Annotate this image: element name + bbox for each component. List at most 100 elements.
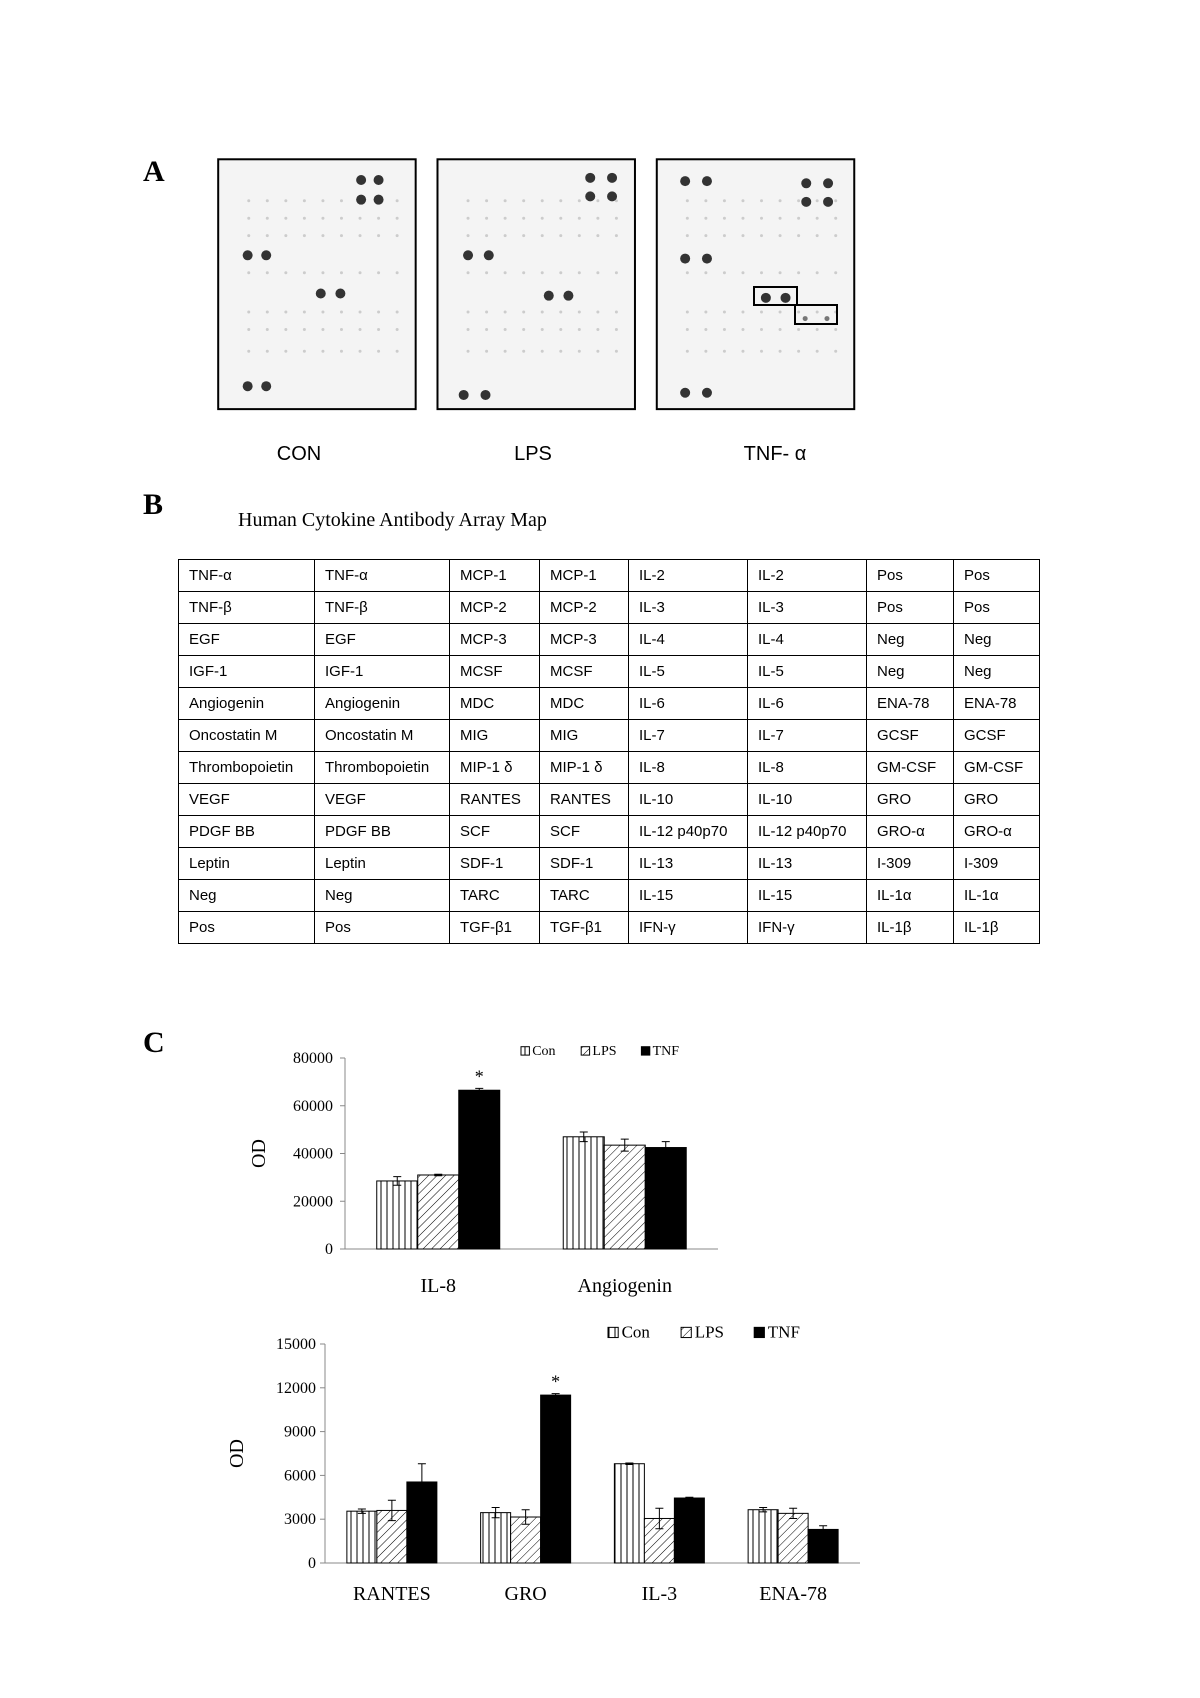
table-cell: MCSF <box>449 655 540 688</box>
faint-spot <box>778 271 782 275</box>
y-tick-label: 9000 <box>284 1424 316 1441</box>
table-cell: RANTES <box>449 783 540 816</box>
faint-spot <box>685 349 689 353</box>
table-cell: Neg <box>314 879 450 912</box>
faint-spot <box>540 216 544 220</box>
table-cell: IL-8 <box>747 751 867 784</box>
legend-label: Con <box>622 1323 651 1342</box>
faint-spot <box>284 216 288 220</box>
spot <box>356 194 367 205</box>
highlight-box <box>794 304 838 325</box>
table-cell: IL-7 <box>628 719 748 752</box>
faint-spot <box>559 310 563 314</box>
faint-spot <box>377 327 381 331</box>
table-cell: EGF <box>314 623 450 656</box>
table-row: TNF-α TNF-α MCP-1 MCP-1 IL-2 IL-2 Pos Pos <box>178 559 1040 592</box>
panel-label: A <box>143 155 165 188</box>
table-cell: SCF <box>449 815 540 848</box>
bar <box>480 1512 512 1564</box>
faint-spot <box>247 216 251 220</box>
table-cell: SCF <box>539 815 629 848</box>
legend-swatch <box>640 1046 651 1056</box>
table-row: Thrombopoietin Thrombopoietin MIP-1 δ MIP-1… <box>178 751 1040 784</box>
legend-label: LPS <box>695 1323 724 1342</box>
faint-spot <box>741 199 745 203</box>
table-cell: IL-4 <box>628 623 748 656</box>
table-cell: Leptin <box>314 847 450 880</box>
faint-spot <box>741 310 745 314</box>
y-tick-label: 15000 <box>276 1336 316 1353</box>
faint-spot <box>834 271 838 275</box>
bar <box>777 1512 809 1564</box>
faint-spot <box>485 271 489 275</box>
error-bar <box>789 1507 798 1519</box>
y-tick-label: 20000 <box>293 1193 333 1210</box>
table-title: Human Cytokine Antibody Array Map <box>238 509 547 531</box>
table-cell: Pos <box>866 591 954 624</box>
table-cell: IL-3 <box>628 591 748 624</box>
table-cell: IL-5 <box>628 655 748 688</box>
y-tick-label: 80000 <box>293 1050 333 1067</box>
spot <box>760 292 771 303</box>
faint-spot <box>614 234 618 238</box>
table-cell: GRO-α <box>866 815 954 848</box>
spot <box>458 389 469 400</box>
faint-spot <box>685 327 689 331</box>
faint-spot <box>760 199 764 203</box>
faint-spot <box>834 234 838 238</box>
faint-spot <box>815 327 819 331</box>
faint-spot <box>395 199 399 203</box>
y-tick-label: 0 <box>308 1555 316 1572</box>
table-cell: MCP-3 <box>449 623 540 656</box>
faint-spot <box>377 271 381 275</box>
table-cell: MCP-2 <box>539 591 629 624</box>
faint-spot <box>284 234 288 238</box>
table-cell: IL-6 <box>747 687 867 720</box>
faint-spot <box>377 310 381 314</box>
table-cell: MCSF <box>539 655 629 688</box>
faint-spot <box>797 349 801 353</box>
faint-spot <box>503 234 507 238</box>
bar <box>644 1147 687 1250</box>
spot <box>261 381 272 392</box>
table-cell: IL-15 <box>747 879 867 912</box>
faint-spot <box>321 234 325 238</box>
faint-spot <box>760 310 764 314</box>
faint-spot <box>778 234 782 238</box>
faint-spot <box>503 349 507 353</box>
faint-spot <box>339 271 343 275</box>
x-tick-label: GRO <box>505 1583 547 1605</box>
faint-spot <box>778 310 782 314</box>
panel-label: B <box>143 488 163 521</box>
faint-spot <box>321 216 325 220</box>
spot <box>701 253 712 264</box>
faint-spot <box>797 234 801 238</box>
faint-spot <box>284 310 288 314</box>
table-cell: Neg <box>953 623 1040 656</box>
faint-spot <box>577 234 581 238</box>
highlight-box <box>753 286 798 306</box>
y-tick-label: 40000 <box>293 1146 333 1163</box>
blot-frame <box>436 158 636 411</box>
error-bar <box>625 1462 634 1465</box>
faint-spot <box>284 271 288 275</box>
table-cell: Oncostatin M <box>314 719 450 752</box>
faint-spot <box>377 349 381 353</box>
faint-spot <box>485 349 489 353</box>
spot <box>701 387 712 398</box>
faint-spot <box>395 349 399 353</box>
table-cell: IL-12 p40p70 <box>628 815 748 848</box>
table-cell: IL-1β <box>866 911 954 944</box>
table-cell: Thrombopoietin <box>178 751 315 784</box>
spot <box>356 175 367 186</box>
faint-spot <box>377 234 381 238</box>
table-cell: IFN-γ <box>747 911 867 944</box>
spot <box>585 191 596 202</box>
table-cell: Angiogenin <box>314 687 450 720</box>
table-cell: Oncostatin M <box>178 719 315 752</box>
faint-spot <box>503 327 507 331</box>
faint-spot <box>466 310 470 314</box>
faint-spot <box>522 327 526 331</box>
legend-label: TNF <box>653 1044 680 1059</box>
spot <box>543 290 554 301</box>
